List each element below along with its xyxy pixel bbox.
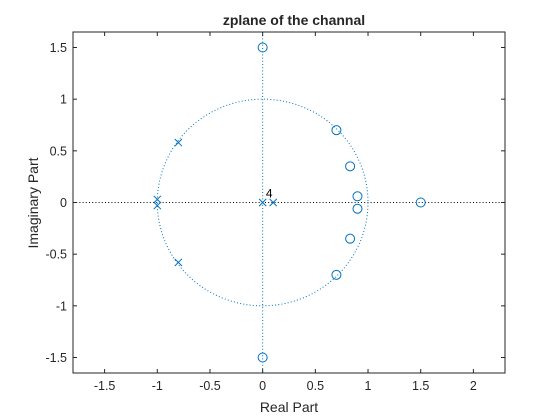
y-axis-label: Imaginary Part [25,157,41,248]
plot-area: -1.5 -1 -0.5 0 0.5 1 1.5 2 -1.5 -1 -0.5 0 0.5 1 1.5 4 [45,31,506,393]
zero-marker [257,352,268,363]
y-tick-label: 0.5 [50,144,67,158]
pole-marker [174,258,183,267]
y-tick-label: 1.5 [50,41,67,55]
zero-marker [331,269,342,280]
x-tick-label: 1 [365,379,372,393]
multiplicity-label: 4 [266,186,273,200]
zero-marker [345,233,356,244]
pole-marker [153,195,162,204]
x-tick-label: -1 [152,379,163,393]
x-tick-label: 0 [259,379,266,393]
y-tick-label: -1.5 [45,351,67,365]
x-tick-label: -1.5 [94,379,116,393]
y-tick-label: -0.5 [45,248,67,262]
pole-marker [258,198,267,207]
zero-marker [345,161,356,172]
pole-marker [269,198,278,207]
zero-marker [415,197,426,208]
zero-marker [331,125,342,136]
x-axis-label: Real Part [260,399,318,415]
x-tick-label: 1.5 [412,379,429,393]
x-tick-label: -0.5 [199,379,221,393]
y-tick-label: 0 [60,196,67,210]
pole-marker [174,138,183,147]
chart-title: zplane of the channal [223,12,365,28]
zero-marker [257,42,268,53]
pole-marker [153,201,162,210]
x-tick-label: 2 [470,379,477,393]
zero-marker [352,203,363,214]
zero-marker [352,191,363,202]
y-tick-label: -1 [56,299,67,313]
x-tick-label: 0.5 [307,379,324,393]
y-tick-label: 1 [60,93,67,107]
unit-circle [156,98,369,307]
